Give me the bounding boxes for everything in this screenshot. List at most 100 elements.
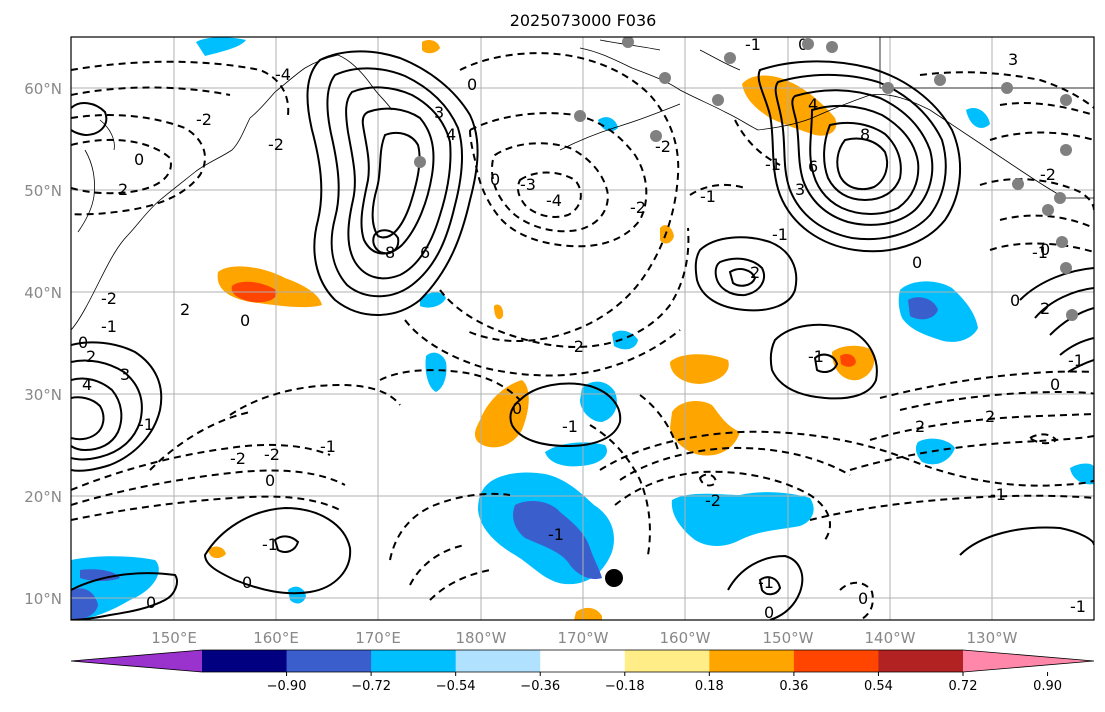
contour-label: 2 bbox=[118, 180, 128, 199]
lon-tick-label: 160°W bbox=[660, 629, 711, 647]
gray-marker bbox=[724, 52, 736, 64]
lon-tick-label: 140°W bbox=[865, 629, 916, 647]
colorbar: −0.90 −0.72 −0.54 −0.36 −0.18 0.18 0.36 0.54 0.7… bbox=[70, 649, 1095, 694]
colorbar-tick-label: 0.54 bbox=[864, 679, 893, 694]
colorbar-segment bbox=[202, 650, 288, 672]
lon-tick-label: 170°E bbox=[355, 629, 401, 647]
contour-label: -2 bbox=[655, 137, 671, 156]
contour-label: -1 bbox=[758, 573, 774, 592]
contour-label: 8 bbox=[860, 125, 870, 144]
lat-tick-label: 40°N bbox=[24, 284, 62, 302]
contour-label: 2 bbox=[750, 263, 760, 282]
contour-label: 0 bbox=[1040, 240, 1050, 259]
colorbar-segment bbox=[709, 650, 795, 672]
contour-label: 0 bbox=[1010, 291, 1020, 310]
positive-anomaly-area bbox=[574, 607, 602, 620]
gray-marker bbox=[802, 38, 814, 50]
positive-anomaly-area bbox=[208, 546, 226, 559]
colorbar-tick-label: 0.90 bbox=[1033, 679, 1062, 694]
contour-label: 3 bbox=[1008, 50, 1018, 69]
contour-label: 2 bbox=[180, 300, 190, 319]
lat-tick-label: 10°N bbox=[24, 590, 62, 608]
contour-label: 0 bbox=[1050, 375, 1060, 394]
contour-label: -1 bbox=[262, 535, 278, 554]
strong-negative-anomaly-area bbox=[71, 588, 98, 620]
contour-label: -2 bbox=[196, 110, 212, 129]
gray-marker bbox=[882, 82, 894, 94]
gray-marker bbox=[934, 74, 946, 86]
gray-marker bbox=[414, 156, 426, 168]
dashed-contours bbox=[71, 52, 1094, 620]
colorbar-tick-label: 0.72 bbox=[949, 679, 978, 694]
colorbar-segment bbox=[455, 650, 541, 672]
solid-contours bbox=[71, 50, 1094, 620]
colorbar-tick-label: −0.72 bbox=[351, 679, 391, 694]
contour-label: 4 bbox=[82, 375, 92, 394]
lat-tick-label: 20°N bbox=[24, 488, 62, 506]
contour-labels: 0 3 4 6 8 0 -3 -4 -2 -2 -1 0 -1 4 8 6 3 … bbox=[78, 35, 1086, 622]
contour-label: 2 bbox=[86, 347, 96, 366]
contour-label: 0 bbox=[240, 311, 250, 330]
negative-anomaly-area bbox=[966, 107, 990, 128]
contour-label: 0 bbox=[146, 593, 156, 612]
contour-label: 2 bbox=[1040, 299, 1050, 318]
contour-label: -2 bbox=[705, 491, 721, 510]
contour-label: 0 bbox=[265, 471, 275, 490]
negative-anomaly-area bbox=[425, 352, 447, 392]
gray-marker bbox=[1012, 178, 1024, 190]
lon-tick-label: 170°W bbox=[558, 629, 609, 647]
shaded-anomalies bbox=[71, 37, 1094, 620]
contour-label: -1 bbox=[745, 35, 761, 54]
gridlines bbox=[71, 37, 1094, 620]
contour-label: 8 bbox=[385, 243, 395, 262]
contour-label: -1 bbox=[101, 317, 117, 336]
contour-label: 0 bbox=[490, 170, 500, 189]
colorbar-tick-label: −0.18 bbox=[605, 679, 645, 694]
colorbar-tick-label: 0.18 bbox=[695, 679, 724, 694]
strong-negative-anomaly-area bbox=[908, 297, 938, 320]
lat-tick-label: 30°N bbox=[24, 386, 62, 404]
contour-label: -2 bbox=[1040, 165, 1056, 184]
colorbar-segment bbox=[540, 650, 626, 672]
negative-anomaly-area bbox=[420, 292, 446, 308]
contour-label: -1 bbox=[990, 485, 1006, 504]
contour-label: 2 bbox=[985, 407, 995, 426]
strong-positive-anomaly-area bbox=[840, 354, 856, 367]
strong-negative-anomaly-area bbox=[80, 569, 120, 581]
gray-marker bbox=[1054, 192, 1066, 204]
map-panel: 0 3 4 6 8 0 -3 -4 -2 -2 -1 0 -1 4 8 6 3 … bbox=[71, 35, 1094, 622]
contour-label: -2 bbox=[264, 445, 280, 464]
colorbar-outline bbox=[70, 649, 1095, 673]
colorbar-tick-label: −0.90 bbox=[267, 679, 307, 694]
contour-label: -2 bbox=[568, 337, 584, 356]
contour-label: 4 bbox=[446, 125, 456, 144]
contour-label: -4 bbox=[546, 191, 562, 210]
contour-label: 0 bbox=[764, 603, 774, 622]
gray-marker bbox=[659, 72, 671, 84]
positive-anomaly-area bbox=[742, 75, 837, 136]
contour-label: -1 bbox=[700, 187, 716, 206]
contour-label: 0 bbox=[242, 573, 252, 592]
negative-anomaly-area bbox=[288, 586, 306, 604]
colorbar-tick-label: −0.36 bbox=[520, 679, 560, 694]
lat-tick-label: 50°N bbox=[24, 182, 62, 200]
positive-anomaly-area bbox=[422, 40, 440, 54]
lat-tick-label: 60°N bbox=[24, 80, 62, 98]
gray-marker bbox=[1060, 144, 1072, 156]
colorbar-segment bbox=[371, 650, 457, 672]
gray-marker bbox=[1060, 94, 1072, 106]
colorbar-segment bbox=[878, 650, 964, 672]
black-marker bbox=[605, 569, 623, 587]
contour-label: -1 bbox=[320, 437, 336, 456]
contour-label: 0 bbox=[858, 589, 868, 608]
colorbar-extend-high bbox=[963, 650, 1094, 672]
gray-marker bbox=[1060, 262, 1072, 274]
lon-tick-label: 180°W bbox=[456, 629, 507, 647]
contour-label: 0 bbox=[467, 75, 477, 94]
contour-label: 2 bbox=[915, 417, 925, 436]
contour-label: -2 bbox=[268, 135, 284, 154]
gray-marker bbox=[650, 130, 662, 142]
latitude-labels: 60°N 50°N 40°N 30°N 20°N 10°N bbox=[24, 80, 62, 608]
gray-marker bbox=[1056, 236, 1068, 248]
